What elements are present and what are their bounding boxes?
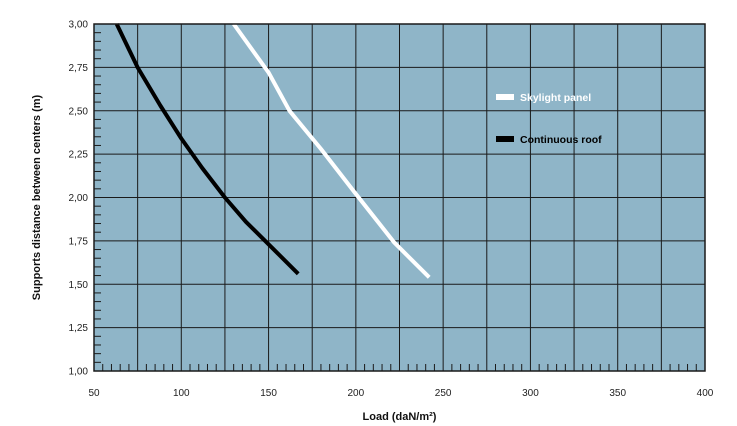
legend-label: Continuous roof <box>520 134 602 146</box>
series-line-continuous-roof <box>114 23 300 276</box>
legend: Skylight panel Continuous roof <box>496 92 602 146</box>
y-tick-label: 2,00 <box>69 193 89 204</box>
x-tick-label: 300 <box>522 388 539 399</box>
x-tick-labels: 50 100 150 200 250 300 350 400 <box>88 388 713 399</box>
x-tick-label: 400 <box>697 388 714 399</box>
y-tick-label: 1,00 <box>69 367 89 378</box>
y-tick-label: 2,25 <box>69 150 89 161</box>
y-tick-label: 2,75 <box>69 63 89 74</box>
x-axis-title: Load (daN/m²) <box>363 411 437 423</box>
minor-ticks <box>94 32 697 371</box>
grid-lines <box>94 24 705 371</box>
series-line-skylight-panel <box>232 22 431 279</box>
x-tick-label: 100 <box>173 388 190 399</box>
y-tick-label: 1,25 <box>69 323 89 334</box>
y-tick-label: 3,00 <box>69 20 89 31</box>
series-lines <box>114 22 431 279</box>
legend-swatch <box>496 136 514 142</box>
x-tick-label: 350 <box>609 388 626 399</box>
plot-frame <box>93 23 706 372</box>
x-tick-label: 200 <box>348 388 365 399</box>
y-tick-label: 1,75 <box>69 236 89 247</box>
legend-swatch <box>496 94 514 100</box>
legend-label: Skylight panel <box>520 92 591 104</box>
x-tick-label: 50 <box>88 388 100 399</box>
x-tick-label: 250 <box>435 388 452 399</box>
y-tick-labels: 1,00 1,25 1,50 1,75 2,00 2,25 2,50 2,75 3,00 <box>69 20 89 378</box>
y-tick-label: 2,50 <box>69 106 89 117</box>
x-tick-label: 150 <box>260 388 277 399</box>
y-axis-title: Supports distance between centers (m) <box>31 94 43 300</box>
y-tick-label: 1,50 <box>69 280 89 291</box>
